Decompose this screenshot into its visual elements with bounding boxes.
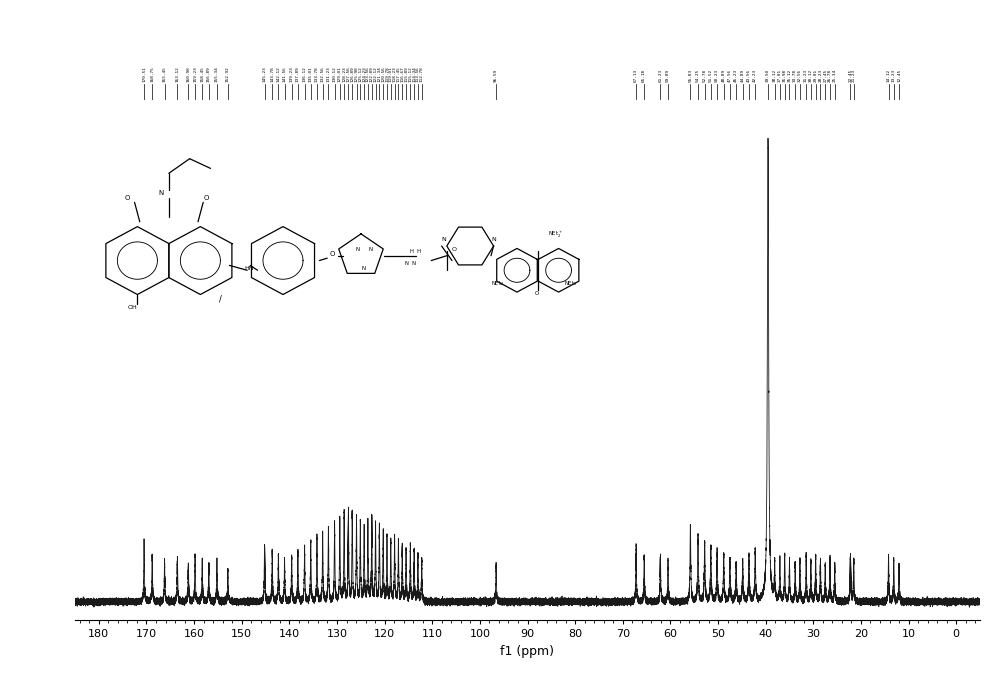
Text: 118.23: 118.23 [393,66,397,82]
Text: 135.01: 135.01 [309,66,313,82]
Text: 52.78: 52.78 [703,69,707,82]
Text: 54.25: 54.25 [696,69,700,82]
Text: 125.12: 125.12 [358,66,362,82]
Text: 168.75: 168.75 [150,66,154,82]
Text: 67.13: 67.13 [634,69,638,82]
Text: N: N [491,237,496,242]
Text: N: N [356,247,360,252]
Text: NEt$_2$: NEt$_2$ [564,279,577,288]
Text: 112.78: 112.78 [420,66,424,82]
Text: OH: OH [127,305,137,310]
Text: 159.23: 159.23 [193,66,197,82]
Text: 46.23: 46.23 [734,69,738,82]
Text: 139.23: 139.23 [290,66,294,82]
Text: HN: HN [245,266,254,271]
Text: 122.12: 122.12 [374,66,378,82]
Text: N: N [361,266,365,271]
Text: 126.89: 126.89 [350,66,354,82]
Text: 123.56: 123.56 [366,66,370,82]
Text: 115.89: 115.89 [404,66,408,82]
Text: 55.83: 55.83 [688,69,692,82]
Text: 30.12: 30.12 [809,69,813,82]
Text: 137.89: 137.89 [296,66,300,82]
Text: 47.56: 47.56 [728,69,732,82]
Text: 114.34: 114.34 [412,66,416,82]
Text: 59.89: 59.89 [666,69,670,82]
Text: 155.34: 155.34 [215,66,219,82]
Text: 44.89: 44.89 [741,69,745,82]
Text: 127.56: 127.56 [346,66,350,82]
Text: 119.78: 119.78 [385,66,389,82]
Text: O: O [535,290,539,295]
Text: 143.78: 143.78 [270,66,274,82]
Text: 61.23: 61.23 [658,69,662,82]
Text: H  H: H H [410,249,421,254]
Text: 122.89: 122.89 [370,66,374,82]
Text: 12.45: 12.45 [897,69,901,82]
Text: 48.89: 48.89 [722,69,726,82]
Text: O: O [452,247,457,252]
Text: N: N [442,237,446,242]
Text: N: N [369,247,373,252]
Text: 39.50: 39.50 [766,69,770,82]
Text: 26.78: 26.78 [828,69,832,82]
Text: O: O [203,195,209,201]
Text: 142.12: 142.12 [276,66,280,82]
Text: 131.23: 131.23 [326,66,330,82]
Text: 130.12: 130.12 [333,66,337,82]
Text: 163.12: 163.12 [175,66,179,82]
Text: 38.12: 38.12 [773,69,777,82]
Text: 65.18: 65.18 [642,69,646,82]
Text: 43.56: 43.56 [747,69,751,82]
Text: 158.45: 158.45 [200,66,204,82]
Text: 14.12: 14.12 [887,69,891,82]
Text: 116.67: 116.67 [400,66,404,82]
Text: 29.01: 29.01 [814,69,818,82]
Text: NEt$_2$: NEt$_2$ [491,279,504,288]
Text: 27.45: 27.45 [823,69,827,82]
Text: 13.23: 13.23 [892,69,896,82]
Text: 121.34: 121.34 [377,66,381,82]
Text: 160.98: 160.98 [186,66,190,82]
Text: 125.98: 125.98 [355,66,359,82]
Text: N  N: N N [405,261,416,266]
Text: 141.56: 141.56 [283,66,287,82]
Text: 170.51: 170.51 [142,66,146,82]
Text: 145.23: 145.23 [263,66,267,82]
Text: 133.78: 133.78 [315,66,319,82]
Text: 156.89: 156.89 [207,66,211,82]
Text: 165.45: 165.45 [163,66,167,82]
Text: 25.34: 25.34 [833,69,837,82]
Text: 50.23: 50.23 [715,69,719,82]
Text: 21.23: 21.23 [852,69,856,82]
Text: 35.98: 35.98 [783,69,787,82]
Text: 37.01: 37.01 [778,69,782,82]
Text: 119.01: 119.01 [389,66,393,82]
Text: 132.56: 132.56 [321,66,325,82]
Text: NEt$_2^+$: NEt$_2^+$ [548,229,563,240]
Text: 115.12: 115.12 [408,66,412,82]
Text: /: / [219,295,221,304]
Text: N: N [158,190,164,196]
Text: O: O [124,195,130,201]
Text: 22.45: 22.45 [848,69,852,82]
Text: 32.56: 32.56 [798,69,802,82]
Text: 124.23: 124.23 [362,66,366,82]
Text: 152.92: 152.92 [226,66,230,82]
Text: 117.45: 117.45 [396,66,400,82]
Text: 31.23: 31.23 [804,69,808,82]
Text: 35.12: 35.12 [787,69,791,82]
Text: 28.23: 28.23 [818,69,822,82]
Text: 120.56: 120.56 [381,66,385,82]
Text: 33.78: 33.78 [793,69,797,82]
Text: 136.12: 136.12 [303,66,307,82]
Text: O: O [330,251,335,256]
Text: 128.23: 128.23 [342,66,346,82]
Text: 51.52: 51.52 [709,69,713,82]
Text: 42.23: 42.23 [753,69,757,82]
Text: 96.59: 96.59 [494,69,498,82]
Text: 113.56: 113.56 [416,66,420,82]
Text: 129.01: 129.01 [338,66,342,82]
X-axis label: f1 (ppm): f1 (ppm) [501,644,554,658]
